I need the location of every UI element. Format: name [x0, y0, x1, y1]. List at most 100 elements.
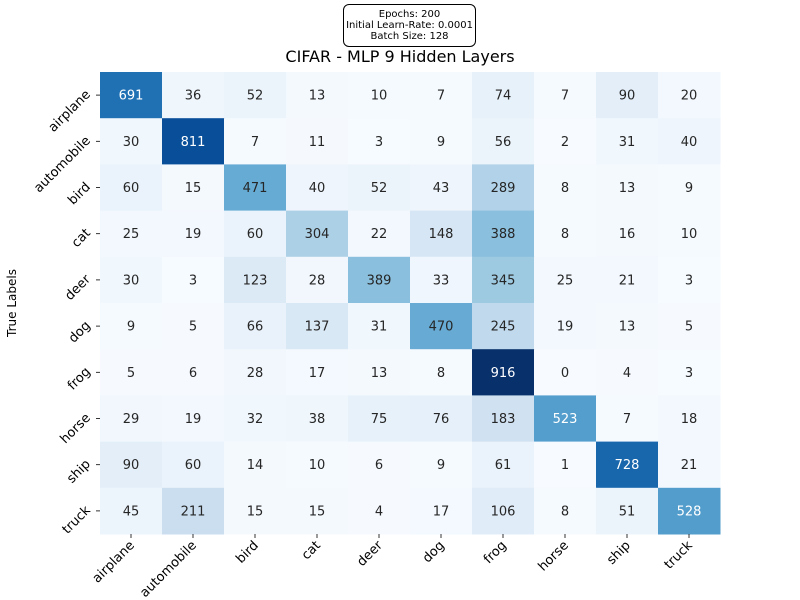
cell-value-label: 76: [433, 412, 450, 427]
heatmap-cell: [100, 487, 163, 535]
heatmap-cell: [534, 349, 597, 396]
x-tick-label: deer: [354, 538, 386, 570]
heatmap-cell: [596, 441, 659, 489]
heatmap-cell: [100, 349, 163, 396]
cell-value-label: 56: [495, 135, 512, 150]
heatmap-cell: [596, 487, 659, 535]
y-tick-label: horse: [58, 411, 94, 447]
heatmap-cell: [658, 487, 721, 535]
heatmap-cell: [162, 210, 225, 258]
heatmap-cell: [162, 303, 225, 350]
cell-value-label: 30: [123, 135, 140, 150]
cell-value-label: 3: [375, 135, 383, 150]
cell-value-label: 40: [309, 181, 326, 196]
heatmap-cell: [534, 72, 597, 119]
heatmap-cell: [224, 349, 287, 396]
cell-value-label: 183: [491, 412, 516, 427]
cell-value-label: 45: [123, 504, 140, 519]
cell-value-label: 60: [123, 181, 140, 196]
cell-value-label: 7: [623, 412, 631, 427]
cell-value-label: 7: [437, 89, 445, 104]
cell-value-label: 36: [185, 89, 202, 104]
cell-value-label: 3: [189, 273, 197, 288]
heatmap-cell: [286, 349, 349, 396]
cell-value-label: 211: [181, 504, 206, 519]
heatmap-cell: [348, 72, 411, 119]
cell-value-label: 8: [561, 181, 569, 196]
cell-value-label: 15: [247, 504, 264, 519]
heatmap-cell: [534, 487, 597, 535]
heatmap-cell: [162, 72, 225, 119]
cell-value-label: 30: [123, 273, 140, 288]
cell-value-label: 148: [429, 227, 454, 242]
heatmap-cell: [100, 118, 163, 165]
cell-value-label: 17: [309, 366, 326, 381]
heatmap-cell: [658, 395, 721, 443]
heatmap-cell: [410, 441, 473, 489]
cell-value-label: 8: [561, 504, 569, 519]
heatmap-cell: [100, 210, 163, 258]
cell-value-label: 19: [185, 412, 202, 427]
heatmap-cell: [224, 118, 287, 165]
cell-value-label: 74: [495, 89, 512, 104]
heatmap-cell: [534, 441, 597, 489]
cell-value-label: 13: [309, 89, 326, 104]
cell-value-label: 90: [123, 458, 140, 473]
cell-value-label: 60: [247, 227, 264, 242]
heatmap-cell: [534, 303, 597, 350]
cell-value-label: 52: [371, 181, 388, 196]
cell-value-label: 15: [185, 181, 202, 196]
x-tick-label: dog: [420, 538, 448, 566]
cell-value-label: 8: [561, 227, 569, 242]
cell-value-label: 10: [309, 458, 326, 473]
heatmap-cell: [410, 349, 473, 396]
heatmap-cell: [534, 210, 597, 258]
cell-value-label: 304: [305, 227, 330, 242]
heatmap-cell: [286, 164, 349, 212]
cell-value-label: 811: [181, 135, 206, 150]
cell-value-label: 9: [127, 320, 135, 335]
cell-value-label: 916: [491, 366, 516, 381]
heatmap-cell: [100, 441, 163, 489]
cell-value-label: 7: [251, 135, 259, 150]
cell-value-label: 691: [119, 89, 144, 104]
cell-value-label: 4: [375, 504, 383, 519]
cell-value-label: 4: [623, 366, 631, 381]
heatmap-cell: [348, 487, 411, 535]
x-tick-label: cat: [299, 538, 324, 563]
heatmap-cell: [472, 256, 535, 304]
cell-value-label: 20: [681, 89, 698, 104]
y-tick-label: cat: [69, 226, 94, 251]
cell-value-label: 32: [247, 412, 264, 427]
heatmap-cell: [534, 118, 597, 165]
cell-value-label: 75: [371, 412, 388, 427]
cell-value-label: 471: [243, 181, 268, 196]
heatmap-cell: [410, 118, 473, 165]
cell-value-label: 40: [681, 135, 698, 150]
heatmap-cell: [348, 256, 411, 304]
cell-value-label: 345: [491, 273, 516, 288]
heatmap-cell: [286, 72, 349, 119]
cell-value-label: 9: [685, 181, 693, 196]
x-tick-label: truck: [662, 538, 697, 573]
y-tick-label: frog: [65, 365, 94, 394]
heatmap-cell: [596, 210, 659, 258]
heatmap-cell: [162, 487, 225, 535]
heatmap-cell: [410, 164, 473, 212]
heatmap-cell: [286, 441, 349, 489]
heatmap-cell: [658, 441, 721, 489]
cell-value-label: 14: [247, 458, 264, 473]
cell-value-label: 52: [247, 89, 264, 104]
cell-value-label: 28: [247, 366, 264, 381]
heatmap-cell: [596, 349, 659, 396]
cell-value-label: 5: [127, 366, 135, 381]
cell-value-label: 19: [557, 320, 574, 335]
cell-value-label: 470: [429, 320, 454, 335]
x-tick-label: ship: [604, 538, 634, 568]
heatmap-cell: [100, 164, 163, 212]
cell-value-label: 5: [685, 320, 693, 335]
cell-value-label: 13: [619, 320, 636, 335]
cell-value-label: 6: [189, 366, 197, 381]
cell-value-label: 7: [561, 89, 569, 104]
heatmap-cell: [472, 303, 535, 350]
